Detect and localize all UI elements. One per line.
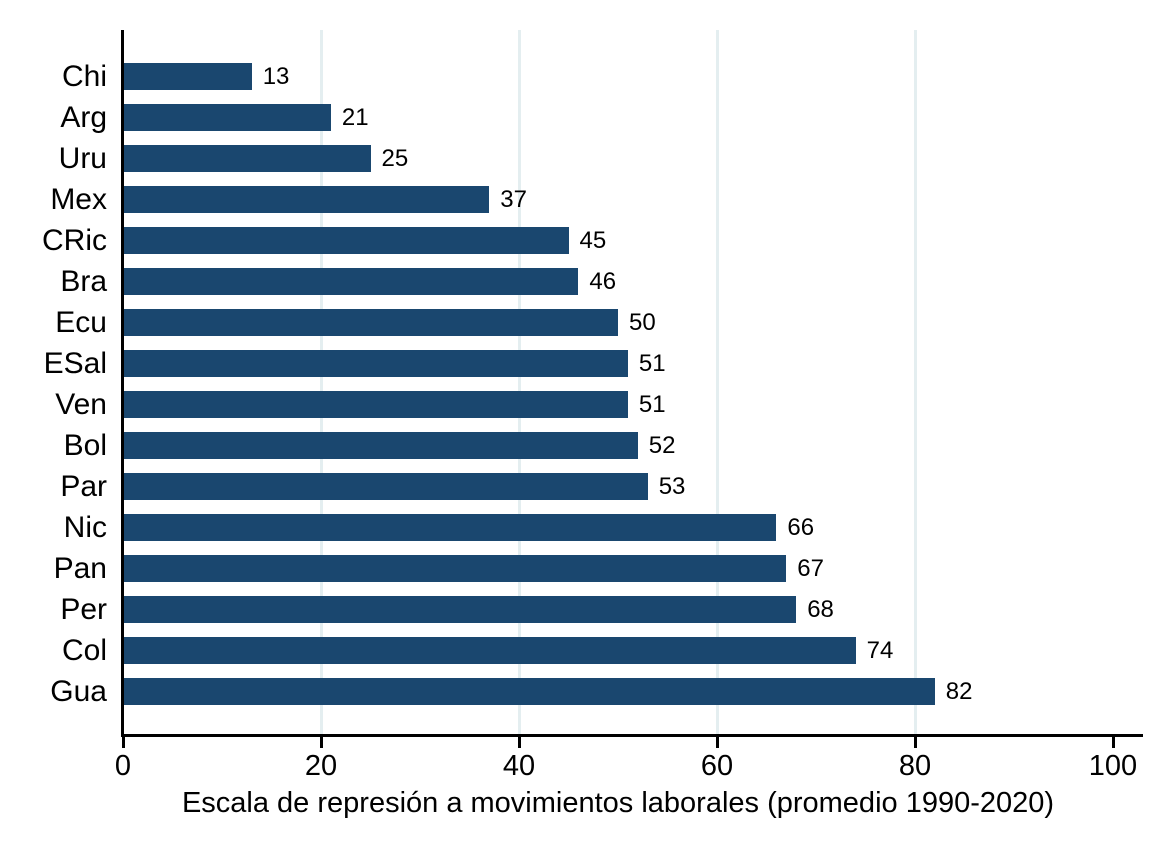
bar-Ven	[124, 391, 628, 418]
value-label-Ecu: 50	[629, 308, 656, 336]
bar-Mex	[124, 186, 490, 213]
bar-Chi	[124, 63, 252, 90]
x-tick-label-80: 80	[898, 750, 932, 782]
value-label-Par: 53	[658, 472, 686, 500]
x-tick-80	[913, 737, 917, 748]
x-tick-20	[319, 737, 323, 748]
category-label-Chi: Chi	[61, 59, 107, 93]
x-tick-label-20: 20	[304, 750, 338, 782]
value-label-Nic: 66	[787, 513, 815, 541]
category-label-Ven: Ven	[55, 387, 107, 421]
bar-Bol	[124, 432, 638, 459]
x-tick-label-0: 0	[114, 750, 132, 782]
value-label-ESal: 51	[638, 349, 666, 377]
gridline-x-40	[517, 30, 521, 734]
bar-Per	[124, 596, 797, 623]
value-label-Col: 74	[866, 636, 894, 664]
bar-Gua	[124, 678, 935, 705]
bar-ESal	[124, 350, 628, 377]
gridline-x-20	[319, 30, 323, 734]
category-label-Par: Par	[60, 469, 107, 503]
category-label-Uru: Uru	[58, 141, 107, 175]
category-label-Mex: Mex	[50, 182, 107, 216]
bar-Nic	[124, 514, 777, 541]
gridline-x-60	[715, 30, 719, 734]
bar-Uru	[124, 145, 371, 172]
value-label-Bol: 52	[648, 431, 676, 459]
bar-Par	[124, 473, 648, 500]
value-label-Uru: 25	[381, 144, 409, 172]
value-label-Chi: 13	[262, 62, 290, 90]
value-label-Bra: 46	[589, 267, 617, 295]
category-label-Ecu: Ecu	[55, 305, 107, 339]
x-tick-0	[121, 737, 125, 748]
bar-Col	[124, 637, 856, 664]
x-tick-label-40: 40	[502, 750, 536, 782]
category-label-Per: Per	[60, 592, 107, 626]
category-label-ESal: ESal	[43, 346, 107, 380]
x-axis-line	[121, 734, 1143, 737]
bar-Arg	[124, 104, 331, 131]
bar-CRic	[124, 227, 569, 254]
value-label-Gua: 82	[945, 677, 973, 705]
x-tick-label-100: 100	[1088, 750, 1138, 782]
category-label-Nic: Nic	[63, 510, 107, 544]
category-label-Arg: Arg	[60, 100, 107, 134]
value-label-Per: 68	[807, 595, 834, 623]
category-label-CRic: CRic	[42, 223, 107, 257]
category-label-Pan: Pan	[53, 551, 107, 585]
x-tick-100	[1111, 737, 1115, 748]
gridline-x-80	[913, 30, 917, 734]
category-label-Bol: Bol	[63, 428, 107, 462]
category-label-Gua: Gua	[50, 674, 107, 708]
x-tick-60	[715, 737, 719, 748]
y-axis-line	[121, 30, 124, 737]
value-label-Arg: 21	[341, 103, 369, 131]
bar-Ecu	[124, 309, 618, 336]
category-label-Col: Col	[61, 633, 107, 667]
value-label-Pan: 67	[797, 554, 824, 582]
bar-Pan	[124, 555, 787, 582]
value-label-Mex: 37	[500, 185, 527, 213]
value-label-Ven: 51	[638, 390, 666, 418]
value-label-CRic: 45	[579, 226, 607, 254]
x-tick-40	[517, 737, 521, 748]
x-axis-title: Escala de represión a movimientos labora…	[181, 787, 1055, 819]
category-label-Bra: Bra	[60, 264, 107, 298]
bar-Bra	[124, 268, 579, 295]
x-tick-label-60: 60	[700, 750, 734, 782]
